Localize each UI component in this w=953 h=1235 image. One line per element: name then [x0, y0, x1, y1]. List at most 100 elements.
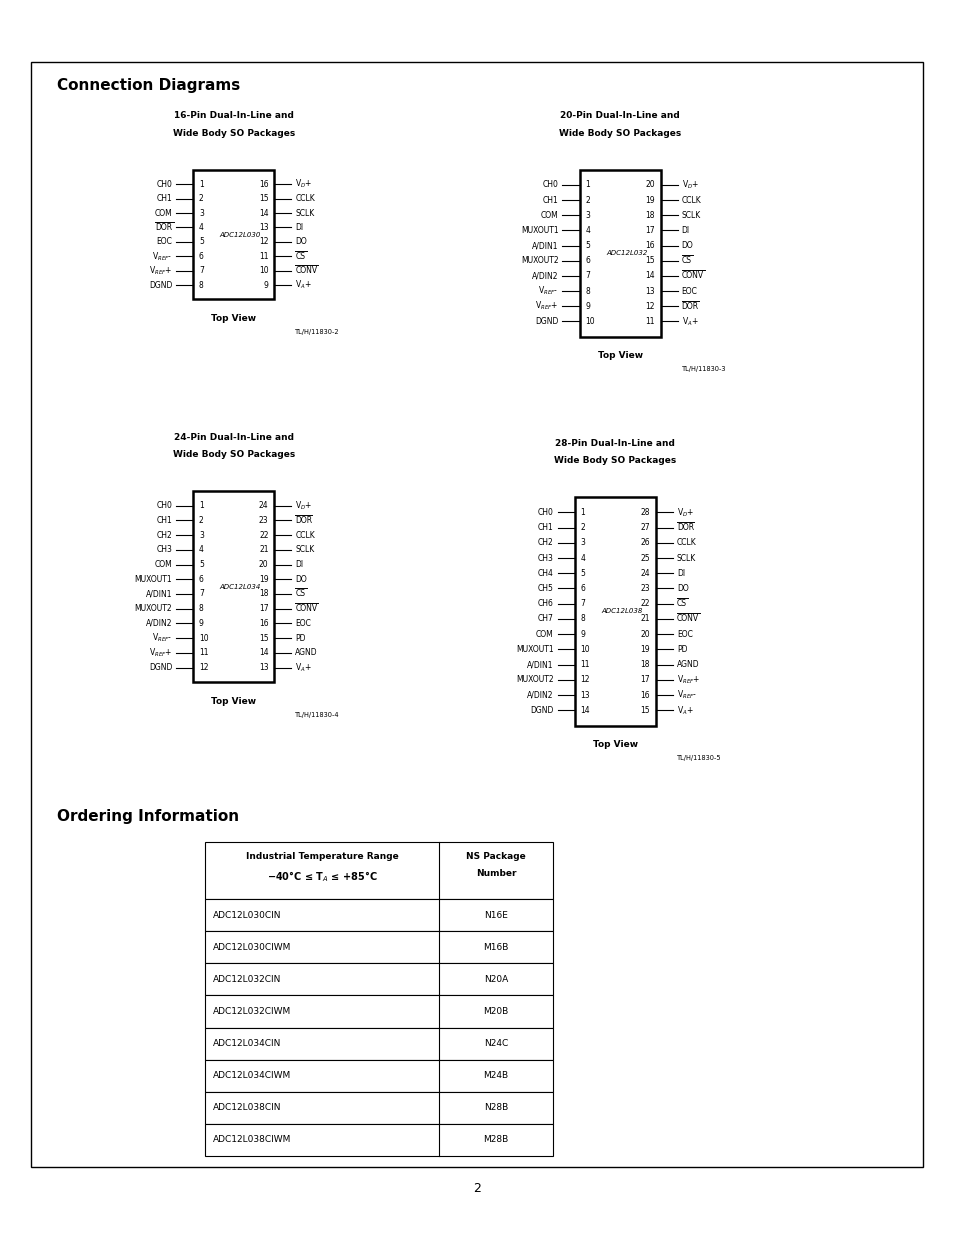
Text: 8: 8	[579, 615, 584, 624]
Text: 27: 27	[639, 524, 650, 532]
Text: 19: 19	[258, 574, 268, 584]
Text: DO: DO	[295, 574, 307, 584]
Text: Number: Number	[476, 869, 516, 878]
Text: 16-Pin Dual-In-Line and: 16-Pin Dual-In-Line and	[173, 111, 294, 120]
Text: ADC12L038CIWM: ADC12L038CIWM	[213, 1135, 291, 1145]
Text: PD: PD	[677, 645, 687, 653]
Text: 22: 22	[640, 599, 650, 608]
Text: CH5: CH5	[537, 584, 553, 593]
Text: 14: 14	[258, 648, 268, 657]
Text: CH1: CH1	[156, 516, 172, 525]
Text: V$_A$+: V$_A$+	[680, 315, 698, 327]
Text: 6: 6	[579, 584, 585, 593]
Text: CH3: CH3	[156, 546, 172, 555]
Text: SCLK: SCLK	[680, 211, 700, 220]
Text: COM: COM	[540, 211, 558, 220]
Text: ADC12L032CIN: ADC12L032CIN	[213, 974, 281, 984]
Text: 10: 10	[258, 267, 268, 275]
Text: 16: 16	[644, 241, 654, 251]
Text: DI: DI	[680, 226, 689, 235]
Text: TL/H/11830-3: TL/H/11830-3	[680, 366, 725, 372]
Text: COM: COM	[154, 209, 172, 217]
Text: PD: PD	[295, 634, 306, 642]
Text: ADC12L034CIN: ADC12L034CIN	[213, 1039, 281, 1049]
Text: 22: 22	[259, 531, 268, 540]
Text: EOC: EOC	[680, 287, 697, 295]
Text: DO: DO	[677, 584, 688, 593]
Text: AGND: AGND	[295, 648, 317, 657]
Text: 6: 6	[198, 252, 204, 261]
Text: 16: 16	[639, 690, 650, 699]
Text: ADC12L030CIN: ADC12L030CIN	[213, 910, 281, 920]
Bar	[193, 490, 274, 682]
Text: DOR: DOR	[155, 224, 172, 232]
Text: 7: 7	[198, 267, 204, 275]
Text: 7: 7	[579, 599, 585, 608]
Text: V$_{REF}$-: V$_{REF}$-	[677, 689, 697, 701]
Text: Ordering Information: Ordering Information	[57, 809, 239, 824]
Text: Wide Body SO Packages: Wide Body SO Packages	[554, 456, 676, 464]
Text: SCLK: SCLK	[295, 546, 314, 555]
Text: 18: 18	[645, 211, 654, 220]
Text: 5: 5	[579, 569, 585, 578]
Text: 2: 2	[198, 516, 203, 525]
Text: SCLK: SCLK	[295, 209, 314, 217]
Text: CONV: CONV	[677, 615, 699, 624]
Text: 4: 4	[585, 226, 590, 235]
Text: 3: 3	[579, 538, 585, 547]
Text: N16E: N16E	[483, 910, 508, 920]
Text: CH2: CH2	[156, 531, 172, 540]
Text: V$_D$+: V$_D$+	[677, 506, 694, 519]
Text: A/DIN1: A/DIN1	[527, 661, 553, 669]
Text: MUXOUT2: MUXOUT2	[520, 256, 558, 266]
Text: V$_{REF}$+: V$_{REF}$+	[149, 264, 172, 277]
Text: Wide Body SO Packages: Wide Body SO Packages	[558, 128, 680, 137]
Text: DGND: DGND	[149, 663, 172, 672]
Bar	[205, 1060, 553, 1092]
Text: 13: 13	[579, 690, 590, 699]
Bar	[205, 842, 553, 899]
Text: CH3: CH3	[537, 553, 553, 562]
Text: DOR: DOR	[295, 516, 312, 525]
Text: 11: 11	[579, 661, 589, 669]
Text: 17: 17	[258, 604, 268, 614]
Text: 15: 15	[644, 256, 654, 266]
Text: 28-Pin Dual-In-Line and: 28-Pin Dual-In-Line and	[555, 438, 675, 447]
Text: 2: 2	[198, 194, 203, 203]
Text: CH1: CH1	[537, 524, 553, 532]
Bar	[205, 1028, 553, 1060]
Text: M24B: M24B	[483, 1071, 508, 1081]
Text: M20B: M20B	[483, 1007, 508, 1016]
Text: DGND: DGND	[530, 706, 553, 715]
Text: 20-Pin Dual-In-Line and: 20-Pin Dual-In-Line and	[559, 111, 679, 120]
Text: ADC12L032: ADC12L032	[605, 251, 646, 256]
Text: 7: 7	[198, 589, 204, 599]
Text: CONV: CONV	[295, 604, 317, 614]
Bar	[574, 498, 655, 726]
Text: 12: 12	[259, 237, 268, 246]
Text: EOC: EOC	[295, 619, 311, 627]
Text: CCLK: CCLK	[295, 531, 314, 540]
Text: 18: 18	[640, 661, 650, 669]
Text: 13: 13	[258, 224, 268, 232]
Text: 10: 10	[198, 634, 209, 642]
Text: CCLK: CCLK	[680, 195, 700, 205]
Text: CS: CS	[295, 589, 305, 599]
Bar	[578, 170, 659, 336]
Text: 17: 17	[644, 226, 654, 235]
Text: CH6: CH6	[537, 599, 553, 608]
Text: 14: 14	[258, 209, 268, 217]
Text: 21: 21	[259, 546, 268, 555]
Text: DOR: DOR	[677, 524, 693, 532]
Text: 9: 9	[198, 619, 204, 627]
Text: 18: 18	[259, 589, 268, 599]
Text: 23: 23	[639, 584, 650, 593]
Text: 2: 2	[585, 195, 589, 205]
Text: Wide Body SO Packages: Wide Body SO Packages	[172, 128, 294, 137]
Text: 12: 12	[645, 301, 654, 311]
Text: SCLK: SCLK	[677, 553, 696, 562]
Text: V$_{REF}$+: V$_{REF}$+	[149, 647, 172, 659]
Text: Wide Body SO Packages: Wide Body SO Packages	[172, 450, 294, 458]
Text: TL/H/11830-5: TL/H/11830-5	[677, 756, 720, 761]
Text: V$_{REF}$+: V$_{REF}$+	[535, 300, 558, 312]
